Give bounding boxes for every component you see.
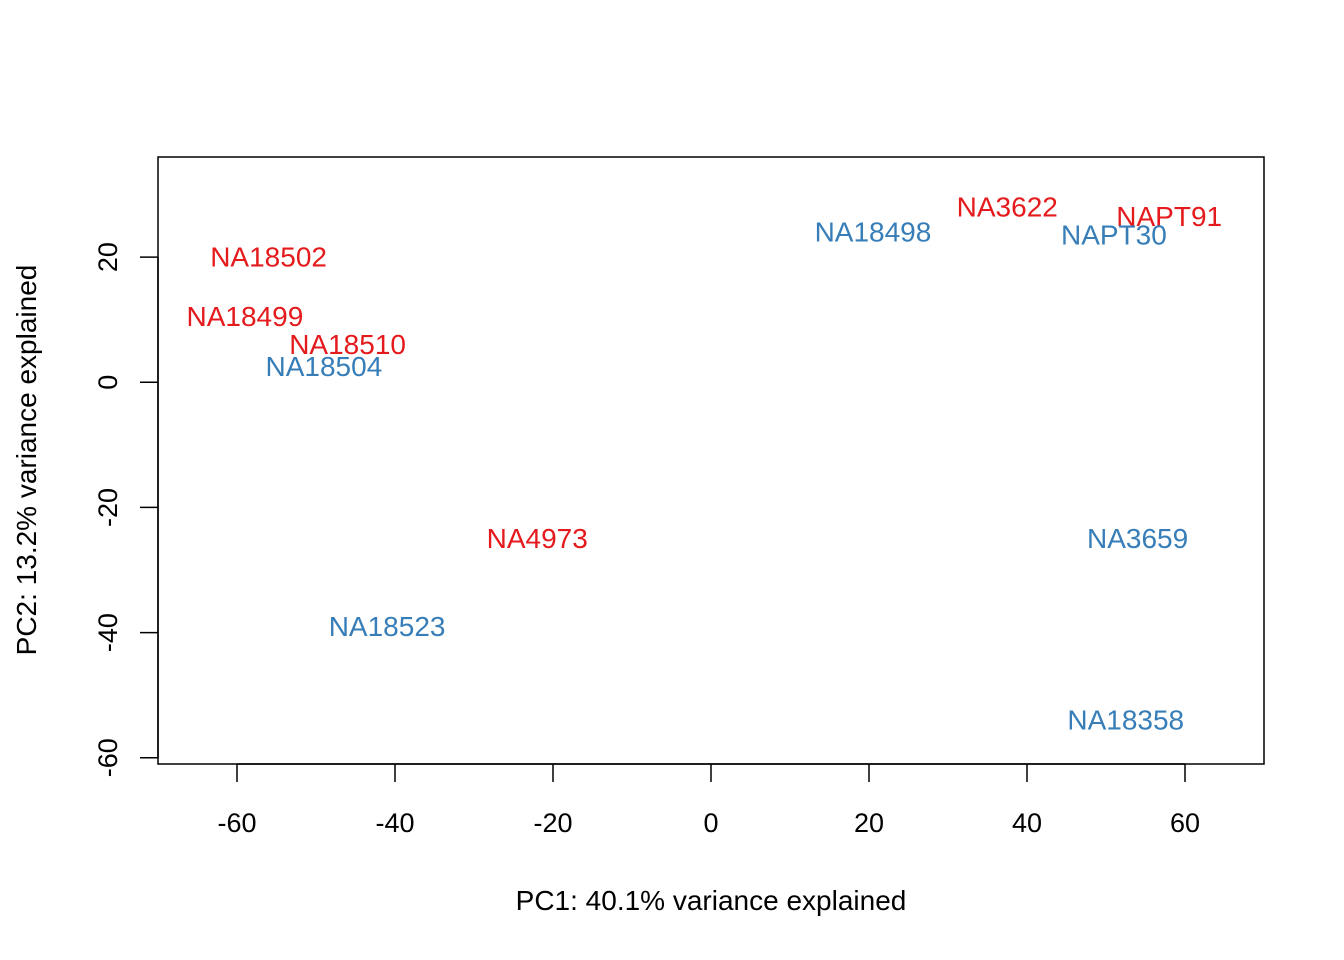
y-axis-title: PC2: 13.2% variance explained — [11, 265, 42, 656]
x-tick-label: 60 — [1170, 808, 1200, 838]
point-label: NA18510 — [289, 329, 406, 360]
point-label: NA18358 — [1067, 705, 1184, 736]
x-tick-label: -40 — [375, 808, 414, 838]
point-label: NAPT91 — [1116, 201, 1222, 232]
y-axis: -60 -40 -20 0 20 — [93, 242, 159, 777]
x-tick-label: 0 — [703, 808, 718, 838]
y-tick-label: -20 — [93, 488, 123, 527]
point-label: NA3659 — [1087, 523, 1188, 554]
y-tick-label: -40 — [93, 613, 123, 652]
x-tick-label: -60 — [217, 808, 256, 838]
x-tick-label: 40 — [1012, 808, 1042, 838]
point-label: NA18499 — [187, 301, 304, 332]
point-label: NA18504 — [266, 351, 383, 382]
point-label: NA18502 — [210, 242, 327, 273]
point-label: NA3622 — [957, 192, 1058, 223]
x-tick-label: 20 — [854, 808, 884, 838]
point-label: NAPT30 — [1061, 220, 1167, 251]
y-tick-label: 0 — [93, 375, 123, 390]
y-tick-label: -60 — [93, 738, 123, 777]
point-label: NA18523 — [329, 611, 446, 642]
x-tick-label: -20 — [533, 808, 572, 838]
y-tick-label: 20 — [93, 242, 123, 272]
x-axis-title: PC1: 40.1% variance explained — [516, 885, 907, 916]
point-label: NA4973 — [487, 523, 588, 554]
point-label: NA18498 — [815, 217, 932, 248]
x-axis: -60 -40 -20 0 20 40 60 — [217, 763, 1200, 838]
